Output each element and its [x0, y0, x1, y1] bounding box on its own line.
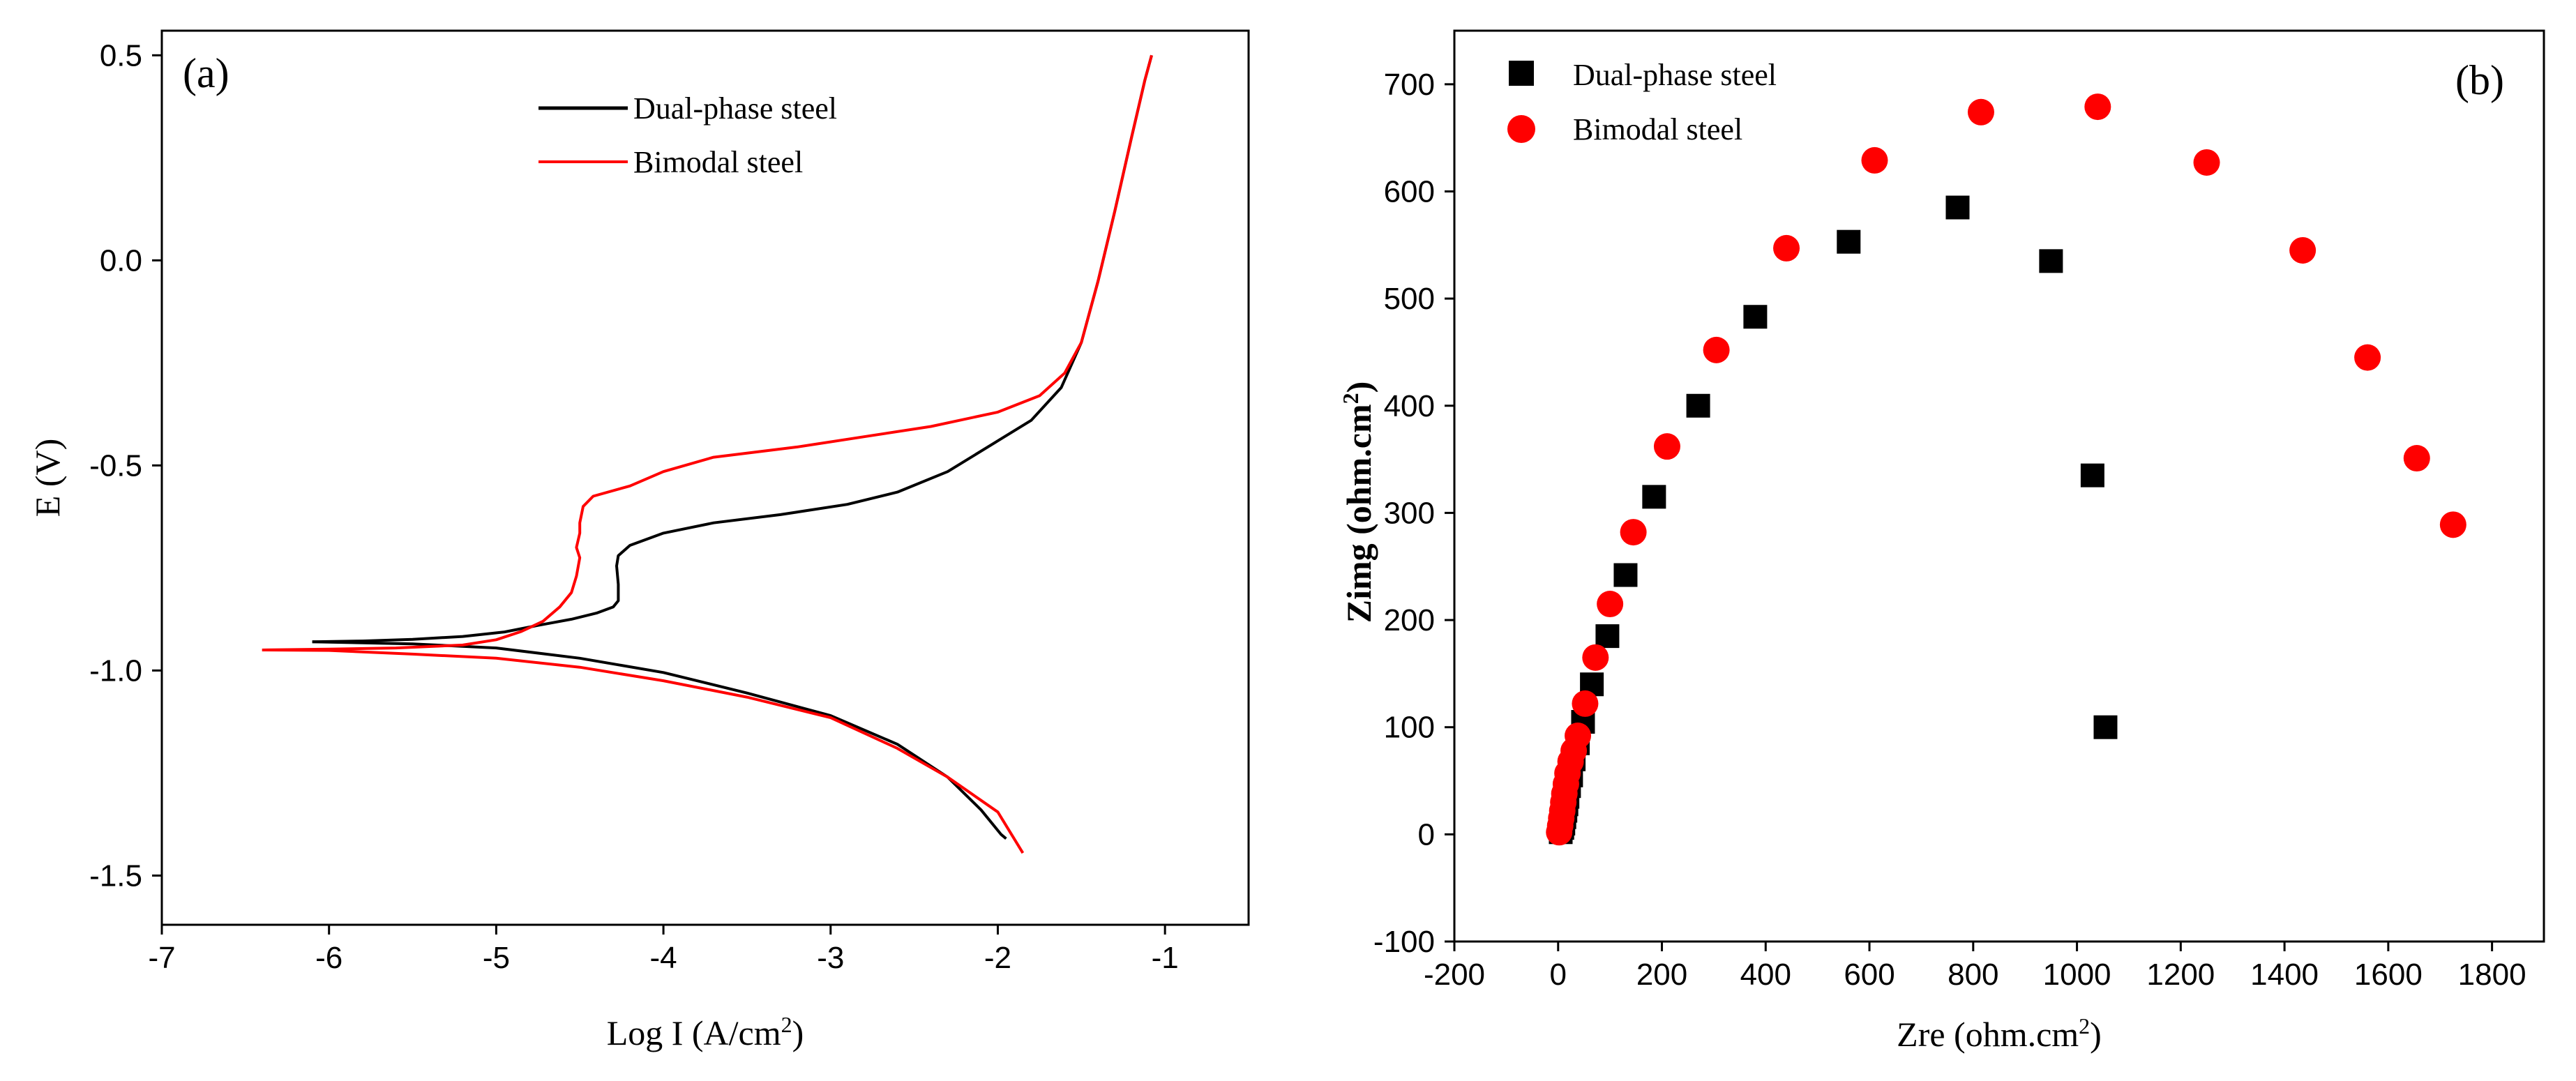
y-tick-label: -1.5 — [89, 859, 142, 893]
x-axis-title-b-tail: ) — [2090, 1015, 2102, 1054]
plot-frame-a — [160, 29, 1250, 926]
x-tick-label: 0 — [1550, 958, 1567, 992]
data-point-bimodal-steel — [1565, 722, 1592, 749]
x-tick-label: 1800 — [2458, 958, 2526, 992]
y-axis-title-b: Zimg (ohm.cm2) — [1338, 381, 1378, 623]
x-axis-title-a-main: Log I (A/cm — [607, 1013, 781, 1052]
y-axis-title-b-main: Zimg (ohm.cm — [1339, 404, 1378, 623]
data-point-bimodal-steel — [2289, 236, 2317, 264]
data-point-bimodal-steel — [2403, 445, 2430, 472]
y-tick-label: 600 — [1384, 174, 1435, 209]
data-point-bimodal-steel — [1572, 690, 1599, 717]
data-point-dual-phase-steel — [1686, 393, 1710, 418]
x-tick-label: 400 — [1740, 958, 1791, 992]
data-point-bimodal-steel — [1703, 336, 1730, 363]
y-tick-label: 200 — [1384, 603, 1435, 637]
y-tick-label: 400 — [1384, 389, 1435, 423]
data-point-dual-phase-steel — [1613, 563, 1638, 587]
data-point-bimodal-steel — [2354, 344, 2381, 371]
series-line-bimodal-steel-cathodic — [262, 649, 1025, 854]
panel-label-b: (b) — [2455, 57, 2504, 103]
y-tick-label: 100 — [1384, 711, 1435, 745]
y-tick-label: 0.5 — [100, 38, 142, 73]
plot-area-a — [262, 54, 1153, 854]
legend-b: Dual-phase steel Bimodal steel — [1507, 58, 1777, 146]
y-tick-label: -1.0 — [89, 653, 142, 688]
x-tick-label: 200 — [1636, 958, 1687, 992]
x-tick-label: -5 — [483, 941, 510, 975]
series-line-bimodal-steel — [262, 54, 1153, 651]
x-axis-title-b: Zre (ohm.cm2) — [1897, 1013, 2102, 1054]
data-point-bimodal-steel — [1861, 146, 1888, 174]
legend-b-marker-dual-phase — [1509, 61, 1534, 86]
data-point-dual-phase-steel — [1945, 195, 1970, 220]
plot-frame-b — [1453, 29, 2545, 943]
data-point-bimodal-steel — [1967, 98, 1994, 126]
x-tick-label: -1 — [1152, 941, 1179, 975]
data-point-dual-phase-steel — [1837, 229, 1861, 254]
y-axis-title-a: E (V) — [28, 439, 67, 517]
data-point-dual-phase-steel — [2093, 715, 2118, 739]
x-tick-label: 1200 — [2146, 958, 2215, 992]
x-tick-label: -7 — [148, 941, 175, 975]
legend-b-label-bimodal: Bimodal steel — [1573, 112, 1742, 146]
polarization-panel: -7 -6 -5 -4 -3 -2 -1 0.5 0.0 -0.5 -1.0 -1.5 (a) Dua… — [28, 29, 1250, 1052]
y-axis-title-b-tail: ) — [1339, 381, 1378, 393]
x-tick-label: -3 — [817, 941, 844, 975]
x-tick-label: 1600 — [2354, 958, 2423, 992]
x-axis-title-a-tail: ) — [792, 1013, 804, 1052]
legend-b-label-dual-phase: Dual-phase steel — [1573, 58, 1777, 92]
data-point-dual-phase-steel — [1595, 624, 1620, 649]
series-line-dual-phase-steel — [312, 54, 1153, 644]
data-point-dual-phase-steel — [1642, 485, 1666, 509]
x-tick-label: -6 — [315, 941, 342, 975]
x-tick-label: -4 — [650, 941, 677, 975]
x-axis-title-a: Log I (A/cm2) — [607, 1012, 804, 1052]
x-axis-title-a-sup: 2 — [781, 1012, 792, 1037]
x-tick-label: 1400 — [2250, 958, 2319, 992]
y-tick-label: 300 — [1384, 496, 1435, 530]
data-point-dual-phase-steel — [2039, 249, 2063, 273]
y-tick-label: -0.5 — [89, 448, 142, 483]
data-point-dual-phase-steel — [2080, 463, 2104, 487]
y-tick-label: 0.0 — [100, 243, 142, 278]
y-tick-label: 0 — [1418, 817, 1435, 852]
nyquist-panel: -200 0 200 400 600 800 1000 1200 1400 1600 1800-10… — [1338, 29, 2545, 1054]
legend-b-marker-bimodal — [1507, 115, 1535, 143]
x-axis-title-b-main: Zre (ohm.cm — [1897, 1015, 2079, 1054]
data-point-bimodal-steel — [1773, 234, 1800, 262]
x-tick-label: 1000 — [2043, 958, 2111, 992]
panel-label-a: (a) — [183, 50, 229, 96]
y-axis-title-b-sup: 2 — [1338, 393, 1363, 404]
y-tick-label: 700 — [1384, 68, 1435, 102]
series-line-dual-phase-steel-cathodic — [312, 640, 1007, 840]
x-tick-label: 800 — [1948, 958, 1998, 992]
axis-ticks-a: -7 -6 -5 -4 -3 -2 -1 0.5 0.0 -0.5 -1.0 -1.5 — [89, 38, 1179, 975]
x-axis-title-b-sup: 2 — [2079, 1013, 2090, 1038]
y-tick-label: -100 — [1373, 925, 1435, 959]
legend-a-label-dual-phase: Dual-phase steel — [633, 91, 837, 126]
data-point-bimodal-steel — [1653, 433, 1680, 460]
data-point-dual-phase-steel — [1743, 305, 1768, 329]
legend-a: Dual-phase steel Bimodal steel — [538, 91, 837, 179]
data-point-bimodal-steel — [1620, 519, 1647, 546]
x-tick-label: 600 — [1844, 958, 1895, 992]
y-tick-label: 500 — [1384, 282, 1435, 316]
plot-area-b — [1546, 93, 2466, 846]
data-point-bimodal-steel — [1597, 591, 1624, 618]
data-point-bimodal-steel — [2439, 511, 2466, 538]
x-tick-label: -200 — [1424, 958, 1485, 992]
data-point-bimodal-steel — [2084, 93, 2111, 121]
legend-a-label-bimodal: Bimodal steel — [633, 145, 803, 179]
data-point-bimodal-steel — [2193, 149, 2220, 176]
data-point-bimodal-steel — [1582, 644, 1609, 671]
axis-ticks-b: -200 0 200 400 600 800 1000 1200 1400 1600 1800-10… — [1373, 68, 2526, 992]
x-tick-label: -2 — [984, 941, 1011, 975]
